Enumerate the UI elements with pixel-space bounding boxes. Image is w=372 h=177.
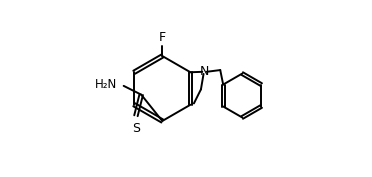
Text: N: N — [200, 65, 209, 78]
Text: S: S — [132, 122, 140, 135]
Text: F: F — [159, 31, 166, 44]
Text: H₂N: H₂N — [95, 78, 118, 92]
